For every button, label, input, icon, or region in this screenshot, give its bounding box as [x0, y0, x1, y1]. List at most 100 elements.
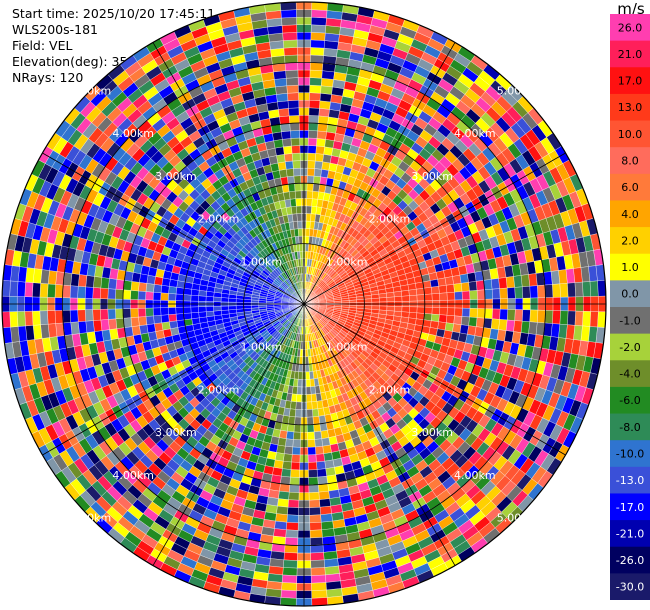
gate-cell [62, 309, 71, 324]
gate-cell [324, 459, 335, 469]
gate-cell [278, 108, 290, 118]
gate-cell [393, 291, 403, 298]
gate-cell [289, 190, 296, 200]
gate-cell [559, 283, 569, 298]
gate-cell [290, 461, 301, 471]
gate-cell [379, 297, 388, 303]
gate-cell [317, 123, 328, 133]
gate-cell [310, 386, 316, 395]
station-label: WLS200s-181 [12, 22, 98, 37]
gate-cell [430, 279, 439, 288]
gate-cell [291, 446, 301, 456]
gate-cell [294, 416, 302, 425]
gate-cell [476, 289, 486, 300]
gate-cell [305, 349, 309, 357]
colorbar-tick-label: -8.0 [619, 421, 640, 434]
gate-cell [47, 283, 56, 298]
gate-cell [130, 281, 140, 292]
gate-cell [153, 284, 162, 293]
gate-cell [286, 168, 295, 177]
range-ring-label: 1.00km [241, 255, 283, 268]
gate-cell [305, 220, 311, 229]
gate-cell [416, 312, 425, 320]
gate-cell [438, 285, 448, 294]
gate-cell [409, 294, 418, 302]
gate-cell [306, 198, 313, 207]
gate-cell [161, 321, 171, 331]
gate-cell [452, 274, 462, 285]
gate-cell [476, 308, 486, 319]
gate-cell [228, 305, 237, 311]
gate-cell [311, 582, 327, 591]
gate-cell [582, 311, 591, 327]
gate-cell [308, 122, 319, 132]
gate-cell [313, 175, 321, 185]
gate-cell [160, 292, 169, 301]
gate-cell [318, 490, 330, 500]
gate-cell [281, 17, 297, 26]
gate-cell [306, 205, 312, 214]
gate-cell [314, 160, 323, 170]
gate-cell [297, 220, 303, 229]
gate-cell [184, 318, 193, 327]
gate-cell [123, 280, 133, 291]
gate-cell [152, 291, 162, 301]
gate-cell [70, 321, 80, 335]
gate-cell [160, 314, 170, 323]
gate-cell [139, 324, 149, 335]
gate-cell [107, 308, 116, 320]
gate-cell [308, 100, 321, 109]
gate-cell [279, 169, 288, 178]
gate-cell [293, 424, 301, 433]
gate-cell [280, 176, 289, 186]
gate-cell [300, 258, 304, 267]
gate-cell [296, 205, 302, 214]
gate-cell [308, 499, 321, 508]
gate-cell [499, 287, 508, 300]
gate-cell [461, 282, 470, 292]
gate-cell [307, 446, 317, 456]
gate-cell [160, 307, 169, 316]
gate-cell [130, 308, 139, 318]
range-ring-label: 4.00km [112, 469, 154, 482]
gate-cell [499, 308, 508, 321]
gate-cell [145, 307, 154, 317]
range-ring-label: 1.00km [241, 341, 283, 354]
gate-cell [310, 552, 325, 561]
gate-cell [490, 318, 500, 330]
gate-cell [281, 184, 290, 193]
colorbar-tick-label: -4.0 [619, 368, 640, 381]
gate-cell [276, 505, 289, 515]
gate-cell [293, 431, 301, 441]
colorbar-tick-label: -6.0 [619, 394, 640, 407]
gate-cell [100, 277, 110, 289]
gate-cell [198, 306, 207, 313]
gate-cell [39, 283, 49, 298]
gate-cell [32, 282, 41, 298]
colorbar-tick-label: 8.0 [621, 155, 639, 168]
gate-cell [304, 341, 308, 350]
gate-cell [93, 319, 103, 332]
gate-cell [306, 401, 313, 410]
gate-cell [318, 483, 329, 493]
gate-cell [498, 319, 508, 331]
gate-cell [544, 284, 554, 298]
gate-cell [520, 274, 530, 287]
gate-cell [167, 293, 177, 301]
colorbar-tick-label: -13.0 [616, 474, 644, 487]
gate-cell [115, 279, 125, 290]
gate-cell [205, 296, 214, 302]
gate-cell [137, 290, 147, 301]
gate-cell [283, 47, 298, 56]
gate-cell [459, 324, 469, 335]
gate-cell [308, 115, 319, 124]
gate-cell [439, 292, 448, 301]
colorbar-tick-label: 26.0 [618, 21, 643, 34]
gate-cell [424, 307, 433, 315]
gate-cell [537, 309, 546, 324]
gate-cell [213, 310, 222, 316]
gate-cell [289, 476, 300, 486]
gate-cell [307, 167, 315, 177]
gate-cell [9, 311, 19, 328]
gate-cell [183, 294, 192, 302]
